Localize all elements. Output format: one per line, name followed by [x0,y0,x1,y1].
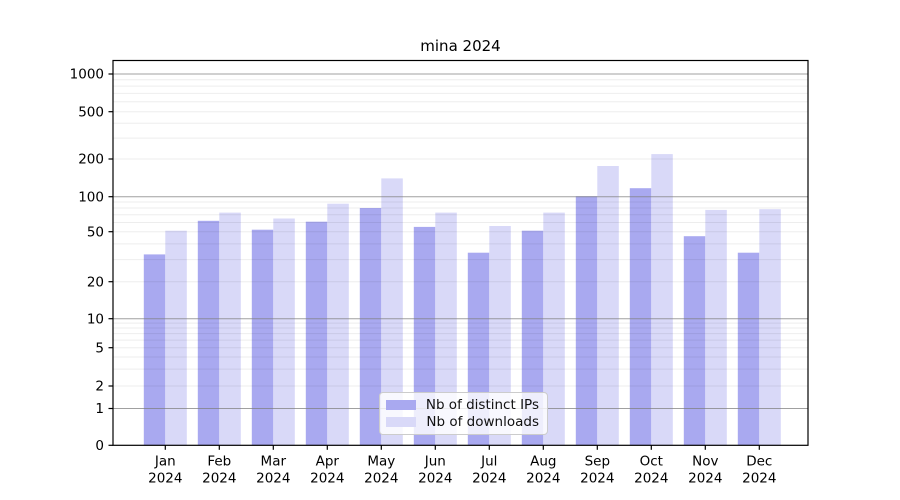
legend-swatch-downloads [386,416,416,427]
x-tick-label-year: 2024 [310,471,344,487]
y-tick-label: 1000 [70,67,104,83]
bar-ips-nov [683,236,706,446]
y-tick-label: 2 [95,379,104,395]
bar-downloads-oct [651,154,673,446]
bar-downloads-mar [273,218,295,446]
legend-item-downloads: Nb of downloads [386,414,539,430]
legend-item-distinct-ips: Nb of distinct IPs [386,397,539,413]
x-tick-label-year: 2024 [526,471,560,487]
x-tick-label-month: Nov [692,454,718,470]
x-tick-label-year: 2024 [580,471,614,487]
x-tick-label-month: May [367,454,395,470]
y-tick-label: 100 [78,189,104,205]
bar-downloads-aug [543,212,565,446]
y-tick-label: 500 [78,104,104,120]
bar-ips-aug [521,230,544,446]
x-tick-label-month: Feb [207,454,231,470]
x-tick-label-month: Apr [316,454,340,470]
y-tick-label: 0 [95,438,104,454]
y-tick-label: 10 [87,311,104,327]
bar-downloads-jan [165,230,187,446]
bar-downloads-apr [327,203,349,446]
bar-ips-dec [737,252,760,446]
x-tick-label-year: 2024 [418,471,452,487]
x-tick-label-month: Jan [154,454,176,470]
x-tick-label-year: 2024 [634,471,668,487]
x-tick-label-month: Aug [530,454,556,470]
bar-downloads-sep [597,166,619,446]
bar-downloads-feb [219,212,241,446]
y-tick-label: 200 [78,152,104,168]
bar-downloads-nov [705,209,727,446]
bar-ips-jan [143,254,166,446]
x-tick-label-month: Dec [746,454,772,470]
bar-ips-jun [413,226,436,446]
x-tick-label-year: 2024 [688,471,722,487]
legend-label-distinct-ips: Nb of distinct IPs [425,397,539,414]
x-tick-label-year: 2024 [202,471,236,487]
x-tick-label-month: Sep [585,454,610,470]
x-tick-label-month: Mar [261,454,287,470]
bar-ips-sep [575,196,598,446]
y-tick-label: 20 [87,274,104,290]
legend: Nb of distinct IPs Nb of downloads [379,392,548,435]
bar-downloads-dec [759,209,781,446]
y-tick-label: 1 [95,401,104,417]
x-tick-label-month: Jun [424,454,446,470]
y-tick-label: 50 [87,224,104,240]
legend-label-downloads: Nb of downloads [426,413,539,430]
bar-downloads-may [381,178,403,446]
bar-downloads-jul [489,226,511,446]
bar-downloads-jun [435,212,457,446]
chart-title: mina 2024 [420,37,501,55]
bar-ips-apr [305,221,328,446]
bar-ips-oct [629,188,652,446]
x-tick-label-month: Jul [480,454,497,470]
legend-swatch-distinct-ips [386,400,416,411]
x-tick-label-year: 2024 [148,471,182,487]
x-tick-label-year: 2024 [742,471,776,487]
x-tick-label-year: 2024 [364,471,398,487]
x-tick-label-year: 2024 [472,471,506,487]
x-tick-label-month: Oct [640,454,663,470]
plot-border [112,59,809,446]
bar-ips-mar [251,229,274,446]
x-tick-label-year: 2024 [256,471,290,487]
bar-ips-feb [197,220,220,446]
bar-ips-may [359,208,382,446]
y-tick-label: 5 [95,340,104,356]
